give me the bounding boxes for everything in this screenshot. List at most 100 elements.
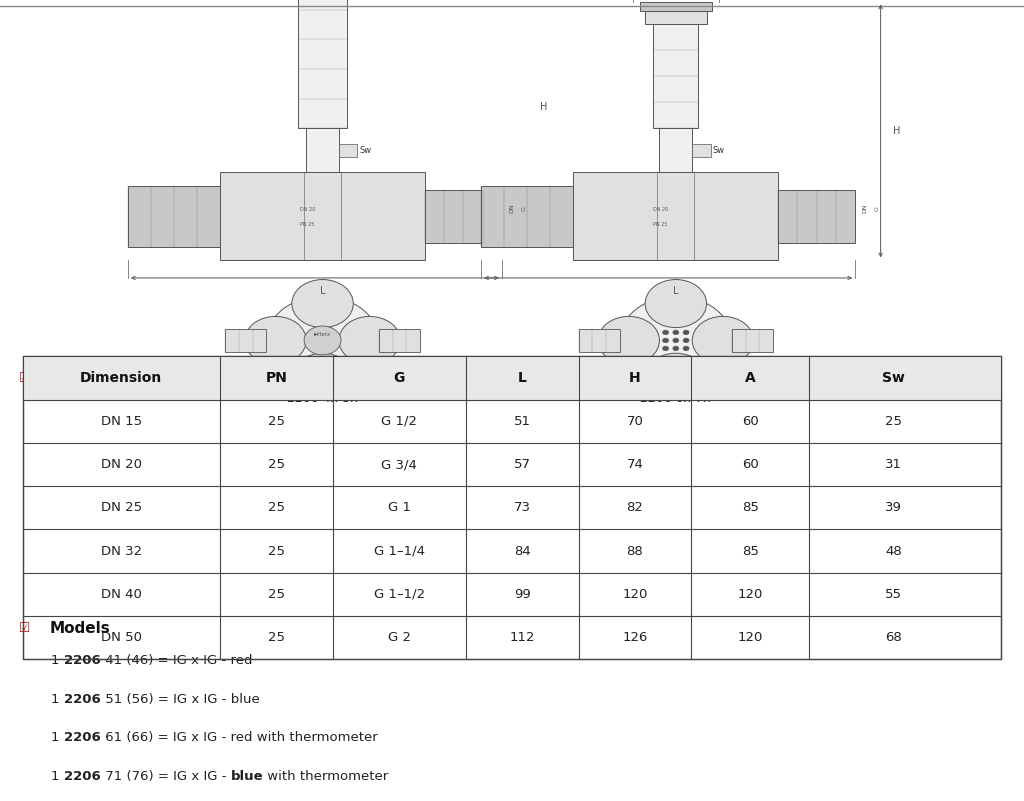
Text: 25: 25	[268, 415, 285, 428]
Text: DN 25: DN 25	[100, 501, 142, 514]
Circle shape	[245, 316, 306, 364]
Text: with thermometer: with thermometer	[263, 770, 388, 783]
Text: 51 (56) = IG x IG - blue: 51 (56) = IG x IG - blue	[100, 693, 259, 706]
Text: 25: 25	[268, 631, 285, 644]
Text: H: H	[893, 126, 900, 136]
Bar	[220, 172, 425, 260]
Text: G 3/4: G 3/4	[381, 458, 418, 471]
Text: PN 25: PN 25	[300, 222, 314, 227]
Bar	[298, 0, 347, 128]
Text: 60: 60	[741, 458, 759, 471]
Text: 31: 31	[885, 458, 902, 471]
Text: 2206: 2206	[63, 770, 100, 783]
Circle shape	[266, 296, 379, 384]
Text: 55: 55	[885, 588, 902, 601]
Text: Sw: Sw	[882, 371, 905, 385]
Bar	[640, 2, 712, 11]
Text: G: G	[876, 206, 880, 211]
Text: 25: 25	[268, 501, 285, 514]
Text: 71 (76) = IG x IG -: 71 (76) = IG x IG -	[100, 770, 230, 783]
Text: 2206 4x-5x: 2206 4x-5x	[287, 392, 358, 405]
Text: 1: 1	[51, 654, 63, 667]
Text: 1: 1	[51, 693, 63, 706]
Bar	[225, 329, 266, 352]
Bar	[573, 172, 778, 260]
Text: Dimension: Dimension	[80, 371, 163, 385]
Text: Sw: Sw	[713, 146, 725, 155]
Text: 68: 68	[885, 631, 902, 644]
Text: 112: 112	[510, 631, 535, 644]
Text: PN: PN	[265, 371, 288, 385]
Text: 2206: 2206	[63, 731, 100, 744]
Text: blue: blue	[230, 770, 263, 783]
Bar	[653, 24, 698, 128]
Bar	[128, 186, 220, 247]
Bar	[23, 356, 1001, 659]
Text: H: H	[629, 371, 641, 385]
Bar	[339, 144, 357, 157]
Text: 61 (66) = IG x IG - red with thermometer: 61 (66) = IG x IG - red with thermometer	[100, 731, 378, 744]
Text: DN 20: DN 20	[300, 207, 314, 212]
Circle shape	[663, 338, 669, 343]
Text: 120: 120	[737, 588, 763, 601]
Text: DN: DN	[863, 203, 867, 213]
Circle shape	[692, 316, 754, 364]
Text: ☑: ☑	[18, 372, 30, 385]
Text: 85: 85	[741, 545, 759, 557]
Circle shape	[292, 280, 353, 328]
Circle shape	[645, 280, 707, 328]
Text: L: L	[518, 371, 526, 385]
Circle shape	[663, 330, 669, 335]
Text: L: L	[319, 286, 326, 296]
Bar	[732, 329, 773, 352]
Text: G: G	[522, 206, 526, 211]
Circle shape	[304, 326, 341, 355]
Circle shape	[645, 353, 707, 401]
Text: 82: 82	[627, 501, 643, 514]
Circle shape	[339, 316, 400, 364]
Text: ►Herz: ►Herz	[314, 332, 331, 336]
Text: 25: 25	[268, 545, 285, 557]
Text: 41 (46) = IG x IG - red: 41 (46) = IG x IG - red	[100, 654, 252, 667]
Text: 25: 25	[268, 588, 285, 601]
Circle shape	[663, 346, 669, 351]
Text: 85: 85	[741, 501, 759, 514]
Text: 2206 6x-7x: 2206 6x-7x	[640, 392, 712, 405]
Circle shape	[673, 338, 679, 343]
Bar	[425, 190, 502, 243]
Text: 48: 48	[885, 545, 902, 557]
Text: Dimensions in mm: Dimensions in mm	[49, 372, 207, 386]
Text: 2206: 2206	[63, 693, 100, 706]
Bar	[306, 128, 339, 172]
Text: G 1/2: G 1/2	[381, 415, 418, 428]
Text: A: A	[744, 371, 756, 385]
Text: 88: 88	[627, 545, 643, 557]
Circle shape	[683, 330, 689, 335]
Bar	[579, 329, 620, 352]
Text: 120: 120	[737, 631, 763, 644]
Text: 39: 39	[885, 501, 902, 514]
Bar	[692, 144, 711, 157]
Circle shape	[683, 338, 689, 343]
Text: 70: 70	[627, 415, 643, 428]
Text: 1: 1	[51, 731, 63, 744]
Text: 84: 84	[514, 545, 530, 557]
Text: L: L	[673, 286, 679, 296]
Circle shape	[620, 296, 732, 384]
Text: H: H	[540, 103, 547, 112]
Text: 1: 1	[51, 770, 63, 783]
Text: DN: DN	[510, 203, 514, 213]
Text: 74: 74	[627, 458, 643, 471]
Bar	[645, 11, 707, 24]
Bar	[660, 363, 691, 372]
Circle shape	[683, 346, 689, 351]
Circle shape	[292, 353, 353, 401]
Text: 25: 25	[268, 458, 285, 471]
Text: 2206: 2206	[63, 654, 100, 667]
Bar	[659, 128, 692, 172]
Bar	[379, 329, 420, 352]
Bar	[23, 356, 1001, 400]
Text: DN 50: DN 50	[100, 631, 142, 644]
Text: G 1: G 1	[388, 501, 411, 514]
Text: G 1–1/4: G 1–1/4	[374, 545, 425, 557]
